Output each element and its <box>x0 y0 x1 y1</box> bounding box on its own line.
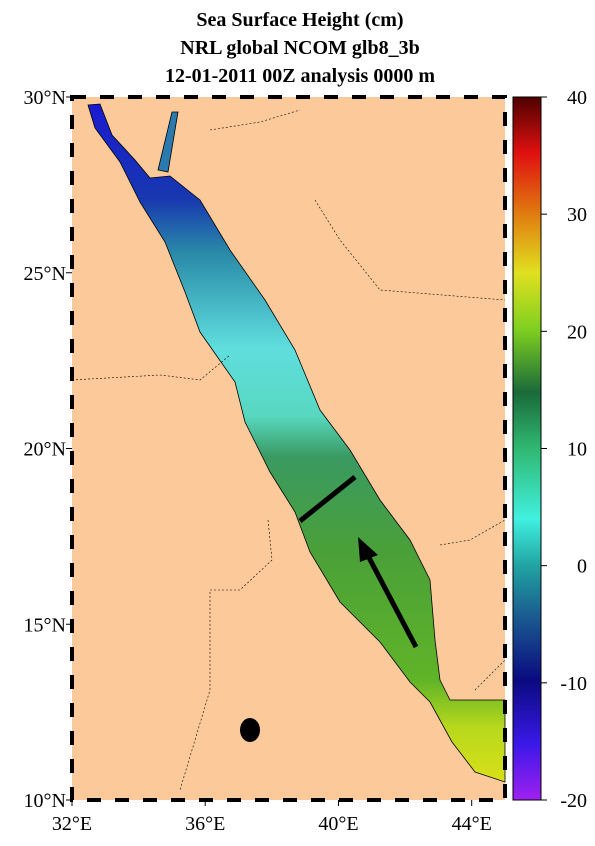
lon-label: 40°E <box>318 813 358 835</box>
colorbar <box>512 96 542 801</box>
arrow-head <box>358 537 378 562</box>
colorbar-label: 0 <box>577 556 587 578</box>
lat-label: 20°N <box>24 439 66 461</box>
gulf-of-aqaba <box>157 111 179 173</box>
borders <box>71 109 506 791</box>
lon-label: 32°E <box>52 813 92 835</box>
title-line: Sea Surface Height (cm) <box>196 9 403 31</box>
lake <box>240 718 260 742</box>
colorbar-label: 10 <box>567 439 587 461</box>
map-frame <box>70 95 507 802</box>
lat-label: 30°N <box>24 87 66 109</box>
flow-arrow <box>363 550 419 649</box>
title: Sea Surface Height (cm) NRL global NCOM g… <box>165 9 435 87</box>
lon-label: 36°E <box>185 813 225 835</box>
title-line: NRL global NCOM glb8_3b <box>180 37 419 59</box>
colorbar-label: -10 <box>560 673 587 695</box>
lon-label: 44°E <box>452 813 492 835</box>
colorbar-label: 20 <box>567 321 587 343</box>
lat-label: 15°N <box>24 614 66 636</box>
lat-label: 10°N <box>24 790 66 812</box>
section-line <box>298 475 357 523</box>
lat-label: 25°N <box>24 263 66 285</box>
colorbar-label: -20 <box>560 790 587 812</box>
colorbar-label: 30 <box>567 204 587 226</box>
colorbar-label: 40 <box>567 87 587 109</box>
title-line: 12-01-2011 00Z analysis 0000 m <box>165 65 435 87</box>
